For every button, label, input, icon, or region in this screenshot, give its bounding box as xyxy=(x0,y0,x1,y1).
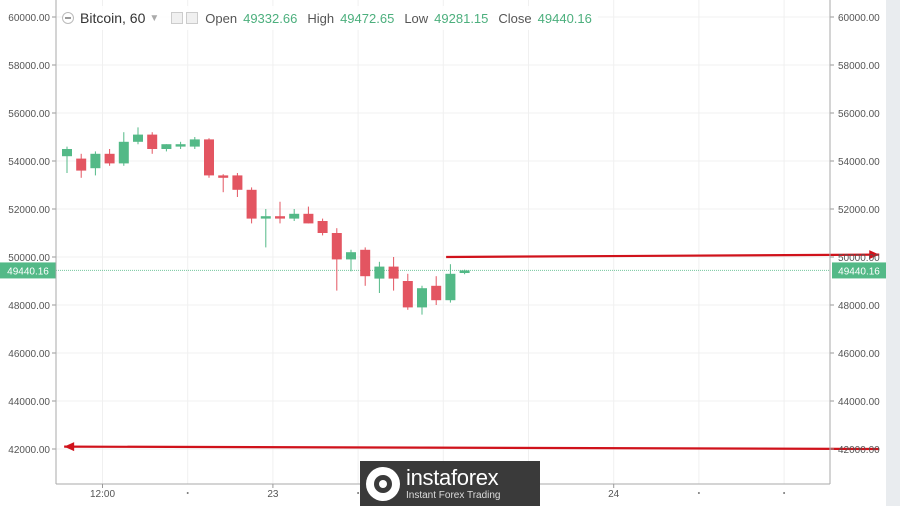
candle-body xyxy=(459,270,470,274)
y-tick-label-right: 56000.00 xyxy=(838,109,880,120)
candle-body xyxy=(62,149,72,157)
candle-body xyxy=(346,252,356,260)
chevron-down-icon[interactable]: ▼ xyxy=(149,12,160,24)
symbol-label[interactable]: Bitcoin, 60 xyxy=(80,10,146,26)
low-value: 49281.15 xyxy=(434,10,489,26)
x-tick-dot xyxy=(186,492,189,494)
candle-body xyxy=(402,281,413,308)
y-tick-label-left: 56000.00 xyxy=(8,109,50,120)
y-tick-label-left: 50000.00 xyxy=(8,253,50,264)
y-tick-label-right: 58000.00 xyxy=(838,61,880,72)
y-tick-label-right: 52000.00 xyxy=(838,205,880,216)
close-icon[interactable] xyxy=(186,12,199,24)
x-tick-dot xyxy=(783,492,786,494)
arrow-head xyxy=(64,442,75,452)
y-tick-label-left: 48000.00 xyxy=(8,301,50,312)
candle-body xyxy=(431,285,442,301)
axes: 42000.00 42000.00 44000.00 44000.00 46000.00… xyxy=(8,0,900,506)
close-label: Close xyxy=(498,10,532,26)
low-label: Low xyxy=(404,10,429,26)
x-tick-dot xyxy=(357,492,360,494)
y-tick-label-left: 60000.00 xyxy=(8,13,50,24)
last-price-tag-right xyxy=(832,262,886,279)
candle-body xyxy=(417,288,427,308)
candle-body xyxy=(388,266,399,279)
annotation-arrows xyxy=(64,250,880,452)
collapse-legend-icon[interactable] xyxy=(62,12,74,24)
logo-brand: instaforex xyxy=(406,464,499,490)
x-tick-label: 12:00 xyxy=(90,489,115,500)
right-gutter xyxy=(886,0,900,506)
high-label: High xyxy=(307,10,335,26)
y-tick-label-right: 54000.00 xyxy=(838,157,880,168)
y-tick-label-left: 44000.00 xyxy=(8,397,50,408)
candle-body xyxy=(133,134,143,142)
candle-body xyxy=(204,139,214,176)
candle-body xyxy=(161,144,172,149)
y-tick-label-right: 46000.00 xyxy=(838,349,880,360)
y-tick-label-left: 52000.00 xyxy=(8,205,50,216)
y-tick-label-right: 48000.00 xyxy=(838,301,880,312)
open-value: 49332.66 xyxy=(243,10,298,26)
candle-body xyxy=(90,153,101,169)
candles xyxy=(62,127,470,315)
last-price-line: 49440.16 49440.16 xyxy=(0,262,886,279)
candle-body xyxy=(445,273,456,301)
candle-body xyxy=(232,175,243,190)
last-price-tag-left xyxy=(0,262,56,279)
y-tick-label-left: 58000.00 xyxy=(8,61,50,72)
instaforex-logo: instaforex Instant Forex Trading xyxy=(360,461,540,506)
x-tick-dot xyxy=(697,492,700,494)
last-price-label-right: 49440.16 xyxy=(838,266,880,277)
logo-mark-icon xyxy=(366,466,400,501)
candle-body xyxy=(317,221,328,233)
settings-icon[interactable] xyxy=(171,12,184,24)
y-tick-label-left: 46000.00 xyxy=(8,349,50,360)
y-tick-label-left: 54000.00 xyxy=(8,157,50,168)
y-tick-label-right: 42000.00 xyxy=(838,445,880,456)
high-value: 49472.65 xyxy=(340,10,395,26)
candle-body xyxy=(374,266,385,279)
arrow-head xyxy=(869,250,880,260)
candle-body xyxy=(289,213,300,219)
y-tick-label-right: 60000.00 xyxy=(838,13,880,24)
last-price-label-left: 49440.16 xyxy=(7,266,49,277)
candle-body xyxy=(118,141,129,164)
open-label: Open xyxy=(205,10,238,26)
candle-body xyxy=(175,144,186,147)
candle-body xyxy=(147,134,158,149)
x-tick-label: 24 xyxy=(608,489,620,500)
candle-body xyxy=(331,233,342,260)
candle-body xyxy=(360,249,371,277)
close-value: 49440.16 xyxy=(537,10,592,26)
y-tick-label-left: 42000.00 xyxy=(8,445,50,456)
arrow-shaft xyxy=(446,253,880,259)
grid xyxy=(56,0,830,484)
candle-body xyxy=(246,189,257,219)
candle-body xyxy=(218,175,229,178)
candle-body xyxy=(303,213,314,224)
candle-body xyxy=(76,158,87,171)
candle-body xyxy=(104,153,115,164)
ohlc-legend: Bitcoin, 60 ▼ Open 49332.66 High 49472.6… xyxy=(62,6,598,30)
x-tick-label: 23 xyxy=(267,489,279,500)
logo-tagline: Instant Forex Trading xyxy=(406,489,501,501)
candle-body xyxy=(189,139,200,147)
candle-body xyxy=(260,216,271,219)
y-tick-label-right: 50000.00 xyxy=(838,253,880,264)
y-tick-label-right: 44000.00 xyxy=(838,397,880,408)
candle-body xyxy=(275,216,285,219)
arrow-shaft xyxy=(64,445,880,451)
